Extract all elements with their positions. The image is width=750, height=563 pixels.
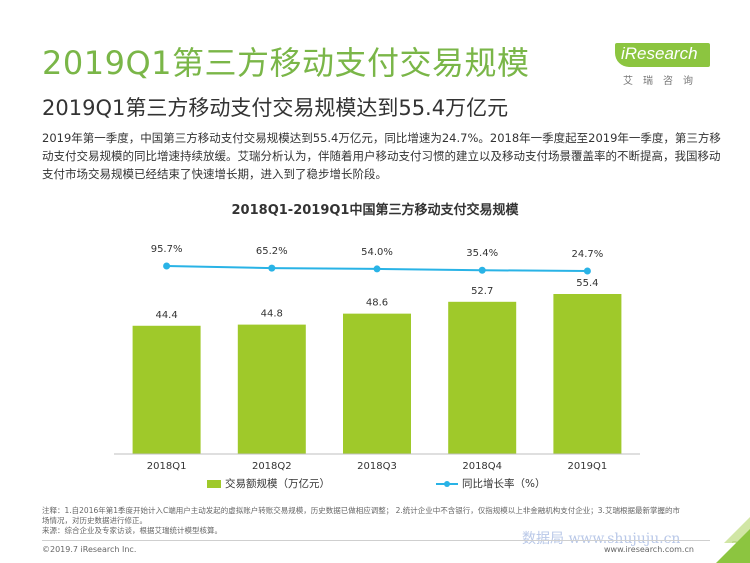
x-tick-2018Q4: 2018Q4 [462, 461, 502, 472]
intro-paragraph: 2019年第一季度，中国第三方移动支付交易规模达到55.4万亿元，同比增速为24… [42, 131, 721, 181]
line-point-2018Q3 [373, 265, 381, 273]
logo-brand: iResearch [621, 44, 698, 63]
bar-label-2018Q1: 44.4 [155, 310, 177, 321]
legend-bar-swatch [207, 480, 221, 488]
footer-divider [42, 540, 710, 541]
line-label-2018Q4: 35.4% [466, 248, 498, 259]
bar-label-2018Q4: 52.7 [471, 286, 493, 297]
chart: 44.4 2018Q1 44.8 2018Q2 48.6 2018Q3 52.7 2018Q4… [114, 244, 640, 472]
chart-title: 2018Q1-2019Q1中国第三方移动支付交易规模 [231, 203, 519, 218]
logo-subtitle: 艾瑞咨询 [623, 76, 703, 87]
footnote-note: 注释：1.自2016年第1季度开始计入C端用户主动发起的虚拟账户转账交易规模，历… [42, 506, 680, 525]
line-label-2018Q1: 95.7% [151, 244, 183, 255]
copyright: ©2019.7 iResearch Inc. [42, 545, 137, 554]
bar-label-2018Q3: 48.6 [366, 298, 388, 309]
corner-decoration [716, 529, 750, 563]
footnote-source: 来源：综合企业及专家访谈，根据艾瑞统计模型核算。 [42, 526, 222, 535]
logo: iResearch 艾瑞咨询 [615, 43, 710, 91]
x-tick-2018Q1: 2018Q1 [147, 461, 187, 472]
bar-2018Q2 [237, 324, 306, 454]
x-tick-2018Q3: 2018Q3 [357, 461, 397, 472]
line-point-2018Q4 [478, 266, 486, 274]
legend-item-bar: 交易额规模（万亿元） [207, 476, 330, 491]
chart-legend: 交易额规模（万亿元） 同比增长率（%） [0, 476, 750, 494]
bar-2018Q4 [448, 301, 517, 454]
page-subtitle: 2019Q1第三方移动支付交易规模达到55.4万亿元 [42, 96, 509, 120]
footnotes: 注释：1.自2016年第1季度开始计入C端用户主动发起的虚拟账户转账交易规模，历… [42, 506, 682, 536]
line-point-2018Q2 [268, 264, 276, 272]
bar-label-2018Q2: 44.8 [261, 309, 283, 320]
legend-line-label: 同比增长率（%） [462, 478, 546, 490]
line-label-2019Q1: 24.7% [572, 249, 604, 260]
legend-item-line: 同比增长率（%） [436, 476, 545, 491]
line-label-2018Q3: 54.0% [361, 247, 393, 258]
bar-2018Q3 [343, 313, 411, 454]
line-point-2018Q1 [163, 262, 171, 270]
x-tick-2018Q2: 2018Q2 [252, 461, 292, 472]
x-tick-2019Q1: 2019Q1 [568, 461, 608, 472]
legend-line-swatch [436, 481, 458, 487]
bar-2018Q1 [132, 325, 201, 454]
watermark: 数据局 www.shujuju.cn [522, 531, 681, 547]
line-point-2019Q1 [583, 267, 591, 275]
legend-bar-label: 交易额规模（万亿元） [225, 478, 330, 490]
website: www.iresearch.com.cn [604, 545, 694, 554]
page-title: 2019Q1第三方移动支付交易规模 [42, 44, 530, 82]
bar-2019Q1 [553, 294, 622, 454]
line-label-2018Q2: 65.2% [256, 246, 288, 257]
bar-label-2019Q1: 55.4 [576, 278, 598, 289]
logo-badge: iResearch [615, 43, 710, 67]
